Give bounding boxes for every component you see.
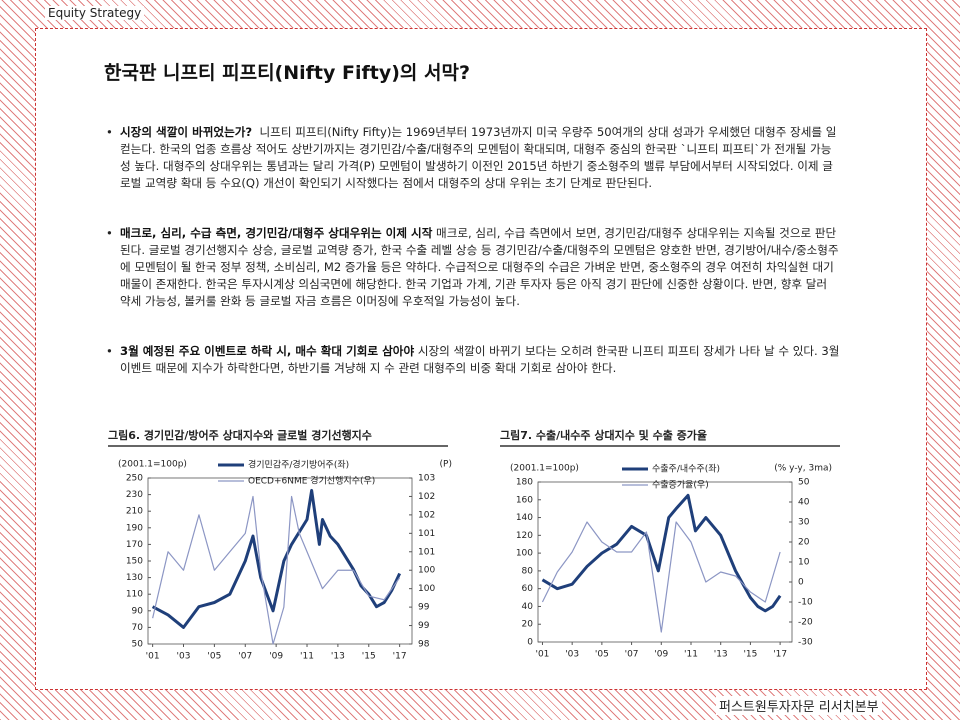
series-line [151,488,402,629]
bullet-lead: 3월 예정된 주요 이벤트로 하락 시, 매수 확대 기회로 삼아야 [120,344,415,358]
x-tick-label: '11 [684,650,698,660]
x-tick-label: '03 [177,652,191,662]
y-tick-label: 90 [132,606,144,616]
x-tick-label: '09 [269,652,283,662]
y-tick-label: 160 [516,495,533,505]
note: (2001.1=100p) [118,460,187,470]
y-tick-label: 0 [527,638,533,648]
y2-tick-label: 99 [418,603,430,613]
y2-tick-label: -20 [798,618,813,628]
y2-unit: (P) [440,460,452,470]
x-tick-label: '05 [207,652,221,662]
note: (2001.1=100p) [510,464,579,474]
bullet-text: 매크로, 심리, 수급 측면에서 보면, 경기민감/대형주 상대우위는 지속될 … [120,226,839,308]
y-tick-label: 150 [126,557,143,567]
x-tick-label: '01 [146,652,160,662]
y2-tick-label: 10 [798,558,810,568]
y2-tick-label: 40 [798,498,810,508]
y2-tick-label: -10 [798,598,813,608]
y-tick-label: 40 [522,602,534,612]
y-tick-label: 130 [126,573,143,583]
y2-tick-label: 30 [798,518,810,528]
y-tick-label: 50 [132,640,144,650]
series-line [541,521,781,633]
x-tick-label: '17 [773,650,787,660]
y-tick-label: 60 [522,584,534,594]
y2-tick-label: 103 [418,474,435,484]
bullet: • 시장의 색깔이 바뀌었는가? 니프티 피프티(Nifty Fifty)는 19… [106,125,837,190]
x-tick-label: '11 [300,652,314,662]
x-tick-label: '13 [714,650,728,660]
y2-tick-label: -30 [798,638,813,648]
chart-title: 그림7. 수출/내수주 상대지수 및 수출 증가율 [500,428,707,442]
bullet-lead: 시장의 색깔이 바뀌었는가? [120,125,253,139]
y-tick-label: 190 [126,523,143,533]
y-tick-label: 170 [126,540,143,550]
legend-label: 수출증가율(우) [652,480,709,491]
x-tick-label: '07 [238,652,252,662]
y-tick-label: 140 [516,513,533,523]
x-tick-label: '09 [654,650,668,660]
x-tick-label: '05 [595,650,609,660]
footer: 퍼스트원투자자문 리서치본부 [716,696,882,715]
bullet-lead: 매크로, 심리, 수급 측면, 경기민감/대형주 상대우위는 이제 시작 [120,226,433,240]
x-tick-label: '13 [331,652,345,662]
y2-unit: (% y-y, 3ma) [774,464,832,474]
header: Equity Strategy [45,6,145,20]
bullet: • 매크로, 심리, 수급 측면, 경기민감/대형주 상대우위는 이제 시작 매크… [106,226,839,308]
y-tick-label: 80 [522,566,534,576]
legend-label: OECD+6NME 경기선행지수(우) [248,475,375,487]
y2-tick-label: 0 [798,578,804,588]
title: 한국판 니프티 피프티(Nifty Fifty)의 서막? [104,62,470,84]
x-tick-label: '07 [625,650,639,660]
y-tick-label: 120 [516,531,533,541]
y-tick-label: 210 [126,507,143,517]
x-tick-label: '17 [393,652,407,662]
y2-tick-label: 99 [418,621,430,631]
y2-tick-label: 20 [798,538,810,548]
y2-tick-label: 101 [418,529,435,539]
y2-tick-label: 50 [798,478,810,488]
x-tick-label: '03 [565,650,579,660]
y2-tick-label: 101 [418,547,435,557]
y-tick-label: 230 [126,490,143,500]
legend-label: 수출주/내수주(좌) [652,464,720,475]
plot-frame [537,481,793,643]
y-tick-label: 20 [522,620,534,630]
series-line [541,493,782,613]
y2-tick-label: 102 [418,510,435,520]
y2-tick-label: 102 [418,492,435,502]
series-line [152,495,401,645]
bullet-text: 시장의 색깔이 바뀌기 보다는 오히려 한국판 니프티 피프티 장세가 나타 날… [120,344,840,375]
x-tick-label: '15 [362,652,376,662]
y2-tick-label: 100 [418,584,435,594]
bullet: • 3월 예정된 주요 이벤트로 하락 시, 매수 확대 기회로 삼아야 시장의 … [106,344,840,375]
x-tick-label: '01 [535,650,549,660]
y-tick-label: 110 [126,590,143,600]
chart-title: 그림6. 경기민감/방어주 상대지수와 글로벌 경기선행지수 [108,428,372,442]
y-tick-label: 100 [516,549,533,559]
content-box [35,28,927,690]
x-tick-label: '15 [743,650,757,660]
y-tick-label: 70 [132,623,144,633]
y-tick-label: 250 [126,474,143,484]
bullet-text: 니프티 피프티(Nifty Fifty)는 1969년부터 1973년까지 미국… [120,125,837,190]
y2-tick-label: 98 [418,640,430,650]
y-tick-label: 180 [516,478,533,488]
y2-tick-label: 100 [418,566,435,576]
legend-label: 경기민감주/경기방어주(좌) [248,459,349,471]
